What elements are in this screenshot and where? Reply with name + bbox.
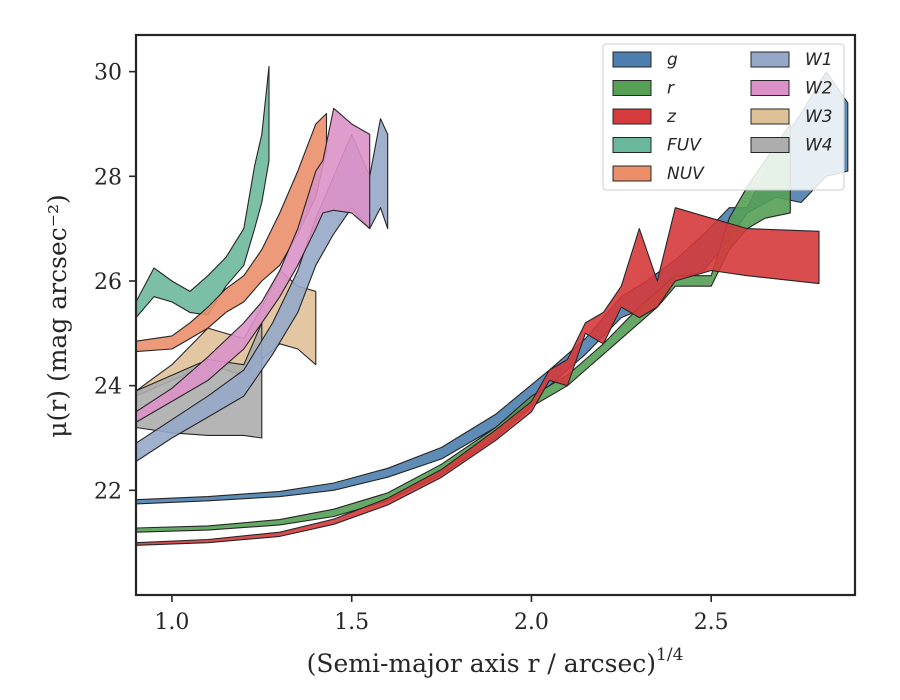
legend-label-w4: W4 bbox=[805, 136, 833, 156]
legend-label-w1: W1 bbox=[805, 50, 833, 70]
legend-label-g: g bbox=[667, 50, 678, 70]
legend-label-w2: W2 bbox=[805, 79, 833, 99]
y-tick-label: 22 bbox=[94, 479, 122, 504]
legend-swatch-w3 bbox=[750, 108, 790, 125]
y-tick-label: 26 bbox=[94, 270, 122, 295]
y-tick-label: 28 bbox=[94, 165, 122, 190]
y-tick-label: 24 bbox=[94, 375, 122, 400]
y-axis-label: μ(r) (mag arcsec⁻²) bbox=[43, 194, 72, 437]
legend-label-r: r bbox=[667, 79, 675, 99]
x-tick-label: 2.0 bbox=[514, 610, 549, 635]
band-fuv bbox=[136, 65, 270, 319]
legend-swatch-nuv bbox=[612, 165, 652, 182]
legend-swatch-z bbox=[612, 108, 652, 125]
legend-label-z: z bbox=[666, 107, 677, 127]
y-axis: 22 24 26 28 30 bbox=[94, 61, 136, 504]
x-axis-label: (Semi-major axis r / arcsec)1/4 bbox=[307, 645, 684, 678]
legend-swatch-fuv bbox=[612, 137, 652, 153]
legend-swatch-r bbox=[612, 80, 652, 96]
plot-frame bbox=[134, 33, 857, 597]
band-z bbox=[136, 207, 820, 546]
legend-swatch-w1 bbox=[750, 51, 790, 68]
legend-label-nuv: NUV bbox=[667, 164, 705, 184]
legend: grz FUV NUV W1 W2 W3 W4 bbox=[602, 43, 845, 191]
x-axis: 1.0 1.5 2.0 2.5 bbox=[154, 595, 729, 635]
legend-swatch-g bbox=[612, 51, 652, 68]
x-tick-label: 1.5 bbox=[334, 610, 369, 635]
x-tick-label: 2.5 bbox=[694, 610, 729, 635]
legend-label-w3: W3 bbox=[805, 107, 833, 127]
band-nuv bbox=[136, 112, 328, 353]
y-tick-label: 30 bbox=[94, 61, 122, 86]
legend-label-fuv: FUV bbox=[667, 136, 702, 156]
x-tick-label: 1.0 bbox=[154, 610, 189, 635]
band-w2 bbox=[136, 107, 371, 423]
legend-swatch-w2 bbox=[750, 80, 790, 96]
legend-swatch-w4 bbox=[750, 137, 790, 153]
